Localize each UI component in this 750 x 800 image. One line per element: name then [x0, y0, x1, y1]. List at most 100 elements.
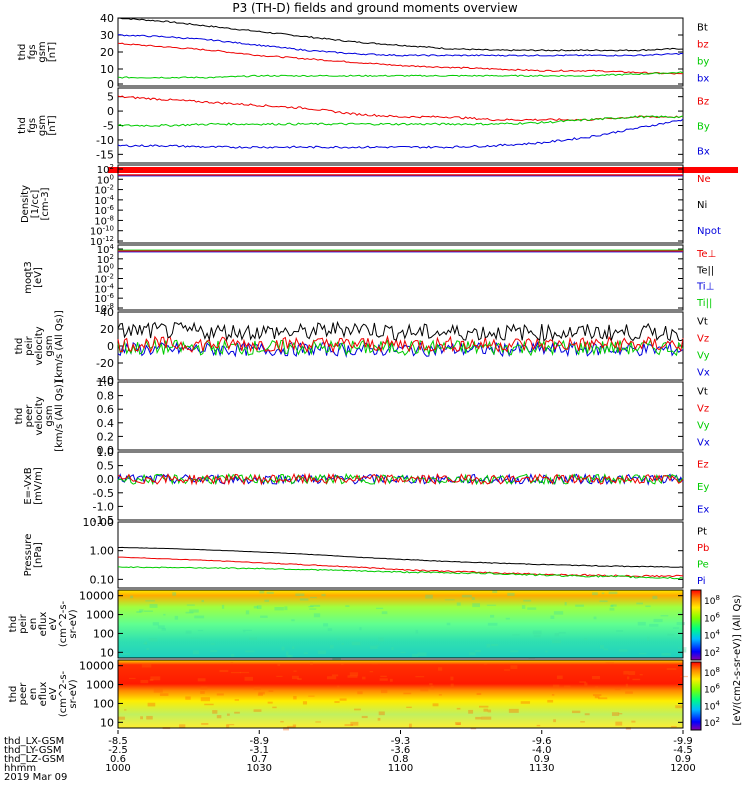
panel-9-heatmap-cell [197, 678, 206, 682]
panel-8-heatmap-cell [292, 646, 295, 650]
panel-9-heatmap-cell [297, 678, 302, 681]
panel-8-heatmap-cell [245, 610, 250, 615]
panel-6-tick-label: 1.0 [97, 446, 115, 459]
panel-9-heatmap-cell [315, 721, 322, 723]
panel-8-ylabel: (cm^2-s- [58, 600, 69, 647]
panel-9-heatmap-cell [456, 723, 461, 726]
panel-8-heatmap-cell [221, 604, 225, 609]
panel-4-ylabel: gsm [44, 335, 55, 356]
colorbars: 108 106 104 102 108 106 104 102 [eV/(cm2-s-sr-eV… [690, 589, 743, 731]
panel-9-heatmap-cell [239, 671, 250, 674]
panel-8-heatmap-cell [194, 615, 205, 619]
panel-9-heatmap-cell [438, 667, 443, 671]
panel-8-heatmap-cell [637, 621, 646, 626]
panel-8-heatmap-cell [608, 591, 618, 595]
colorbar-tick-label: 104 [704, 629, 720, 642]
panel-9-heatmap-cell [159, 693, 169, 696]
panel-9-heatmap-cell [141, 663, 152, 668]
panel-9-heatmap-cell [430, 685, 434, 690]
panel-8-heatmap-cell [201, 599, 204, 603]
panel-8-heatmap-cell [323, 623, 329, 627]
panel-6-ylabel: [mV/m] [33, 467, 44, 505]
panel-8-heatmap-cell [681, 648, 687, 653]
panel-7-tick-label: 10.00 [83, 516, 115, 529]
panel-8-heatmap-cell [143, 642, 147, 645]
panel-4-legend-0: Vt [697, 317, 708, 328]
panel-9-heatmap-cell [487, 709, 492, 713]
panel-9-heatmap-cell [200, 697, 211, 702]
panel-9-heatmap-cell [337, 685, 340, 689]
panel-8-heatmap-cell [210, 650, 218, 653]
panel-8-heatmap-cell [491, 643, 499, 646]
x-lx-label: -8.9 [249, 736, 269, 747]
panel-8-heatmap-cell [310, 604, 321, 607]
panel-6-legend-1: Ey [697, 482, 709, 493]
panel-9-heatmap-cell [147, 702, 156, 707]
panel-8-heatmap-cell [652, 595, 658, 600]
panel-3-legend-0: Te⊥ [696, 249, 716, 260]
panel-8-heatmap-cell [299, 598, 309, 601]
panel-6-tick-label: -1.5 [93, 514, 114, 527]
panel-7-line-1 [118, 556, 683, 578]
panel-4-legend-3: Vx [697, 368, 710, 379]
panel-9-heatmap-cell [347, 675, 358, 678]
panel-6-line-0 [117, 472, 684, 486]
x-lz-label: 0.6 [110, 754, 126, 765]
panel-8-heatmap-cell [550, 615, 555, 619]
panel-8-heatmap-cell [351, 641, 361, 646]
red-separator-bar-right [683, 167, 738, 173]
panel-7-frame [117, 521, 684, 589]
panel-8-heatmap-cell [286, 651, 289, 655]
panel-8-heatmap-cell [553, 611, 564, 615]
panel-6-tick-label: -1.0 [93, 500, 114, 513]
panel-8-tick-label: 100 [93, 627, 114, 640]
panel-8-heatmap-cell [475, 649, 481, 653]
panel-9-heatmap-cell [272, 706, 277, 709]
panel-9-heatmap-cell [276, 675, 283, 677]
panel-9-heatmap-cell [349, 672, 359, 676]
panel-5-ylabel: thd [14, 408, 25, 425]
panel-2-ylabel: [1/cc] [30, 190, 41, 219]
panel-8-heatmap-cell [486, 643, 491, 648]
panel-0-ylabel: fgs [27, 44, 38, 59]
panel-7-ylabel: [nPa] [33, 542, 44, 568]
x-ly-label: -4.5 [673, 745, 693, 756]
panel-0-legend-3: bx [697, 74, 709, 85]
panel-8-heatmap-cell [145, 600, 155, 602]
panel-7-tick-label: 1.00 [90, 545, 115, 558]
panel-2-tick-label: 102 [97, 163, 114, 176]
panel-4-line-0 [117, 320, 684, 342]
panel-9-heatmap-cell [216, 715, 222, 719]
panel-8-heatmap-cell [527, 607, 537, 610]
panel-8-heatmap-cell [197, 629, 204, 632]
panel-1-tick-label: 5 [107, 91, 114, 104]
panel-9-heatmap-cell [377, 717, 381, 721]
panel-8-heatmap-cell [174, 615, 179, 620]
panel-8-heatmap-cell [400, 651, 406, 653]
panel-8-heatmap-cell [647, 636, 650, 641]
panel-8-heatmap-cell [281, 646, 285, 651]
panel-5-tick-label: 0.8 [97, 390, 115, 403]
panel-9-heatmap-cell [128, 677, 136, 680]
panel-9-heatmap-cell [230, 671, 241, 674]
panel-3-legend-3: Ti|| [696, 298, 712, 309]
x-lz-label: 0.8 [393, 754, 409, 765]
panel-8-heatmap-cell [616, 630, 624, 632]
panel-8-heatmap-cell [461, 594, 472, 598]
panel-8-heatmap-cell [146, 647, 150, 650]
panel-9-heatmap-cell [429, 683, 433, 686]
panel-9-heatmap-cell [357, 691, 363, 695]
panel-4-legend-2: Vy [697, 351, 710, 362]
panel-5-tick-label: 0.2 [97, 430, 115, 443]
panel-8-heatmap-cell [472, 603, 481, 608]
panel-8-heatmap-cell [486, 604, 497, 606]
panel-8-heatmap-cell [284, 606, 288, 611]
panel-9-heatmap-cell [253, 686, 261, 690]
panel-8-heatmap-cell [592, 592, 598, 596]
panel-9-heatmap-cell [675, 705, 683, 709]
panel-8-heatmap-cell [230, 654, 235, 657]
panel-9-heatmap-cell [234, 699, 240, 701]
panel-8-heatmap-cell [545, 650, 548, 653]
panel-5-ylabel: gsm [44, 405, 55, 426]
